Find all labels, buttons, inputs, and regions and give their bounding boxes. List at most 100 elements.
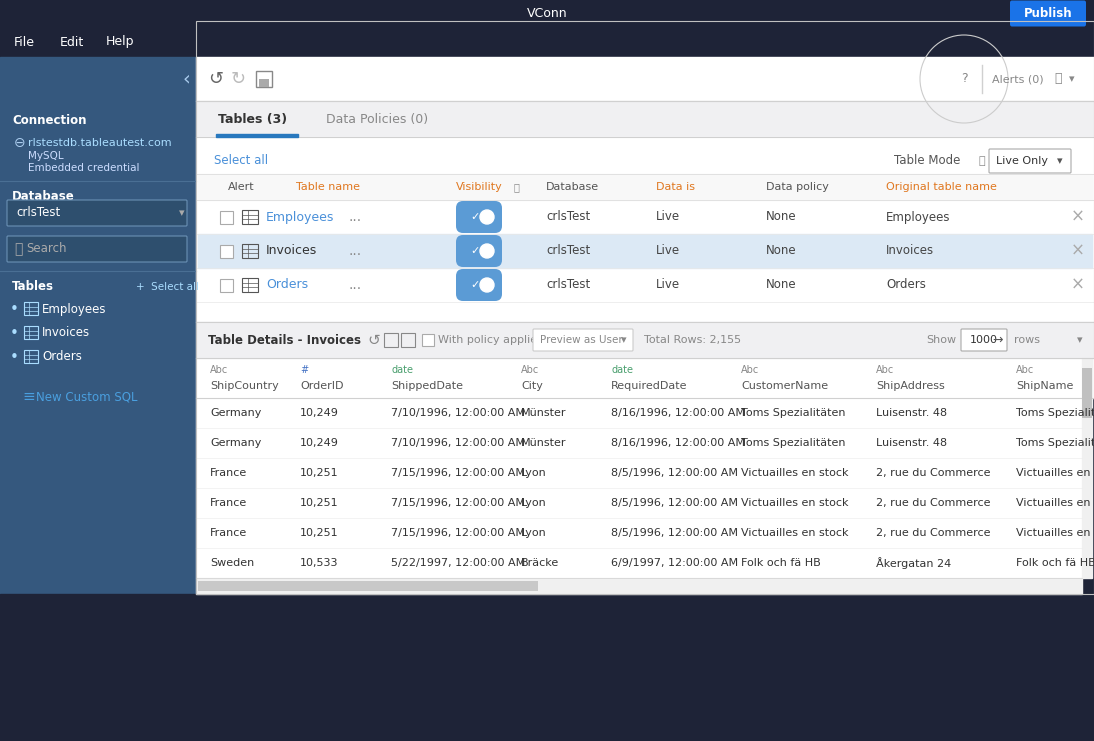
Text: 7/10/1996, 12:00:00 AM: 7/10/1996, 12:00:00 AM — [391, 438, 525, 448]
Text: Orders: Orders — [886, 279, 926, 291]
Bar — [216, 134, 298, 137]
Text: Abc: Abc — [741, 365, 759, 375]
Bar — [1082, 368, 1092, 418]
Text: 1000: 1000 — [970, 335, 998, 345]
Text: Victuailles en stock: Victuailles en stock — [741, 498, 849, 508]
Bar — [196, 458, 1082, 488]
Text: →: → — [992, 333, 1003, 347]
Text: Search: Search — [26, 242, 67, 256]
Bar — [0, 0, 1094, 27]
Text: rows: rows — [1014, 335, 1040, 345]
Text: 🔔: 🔔 — [1055, 73, 1062, 85]
Text: ShipName: ShipName — [1016, 381, 1073, 391]
Text: Germany: Germany — [210, 408, 261, 418]
FancyBboxPatch shape — [1010, 1, 1086, 27]
Text: ▾: ▾ — [1078, 335, 1083, 345]
Text: ×: × — [1071, 242, 1085, 260]
Text: 8/5/1996, 12:00:00 AM: 8/5/1996, 12:00:00 AM — [612, 498, 738, 508]
Text: Edit: Edit — [60, 36, 84, 48]
Text: 2, rue du Commerce: 2, rue du Commerce — [876, 468, 990, 478]
Bar — [198, 234, 1092, 268]
Circle shape — [480, 278, 494, 292]
Text: Live: Live — [656, 245, 680, 258]
Bar — [198, 581, 538, 591]
Bar — [196, 428, 1082, 458]
Text: Database: Database — [12, 190, 74, 204]
Bar — [384, 333, 398, 347]
Text: Abc: Abc — [521, 365, 539, 375]
Bar — [196, 594, 1094, 741]
Bar — [256, 71, 272, 87]
Text: Orders: Orders — [266, 279, 309, 291]
Text: #: # — [300, 365, 309, 375]
Text: Original table name: Original table name — [886, 182, 997, 192]
Text: ...: ... — [348, 278, 361, 292]
FancyBboxPatch shape — [961, 329, 1006, 351]
Text: ▾: ▾ — [1069, 74, 1074, 84]
Text: ▾: ▾ — [179, 208, 185, 218]
Text: RequiredDate: RequiredDate — [612, 381, 687, 391]
Text: ShipCountry: ShipCountry — [210, 381, 279, 391]
Bar — [220, 279, 233, 292]
Bar — [196, 578, 1082, 594]
Text: •: • — [10, 350, 19, 365]
Text: France: France — [210, 468, 247, 478]
Text: Toms Spezialitäten: Toms Spezialitäten — [741, 438, 846, 448]
Text: 7/15/1996, 12:00:00 AM: 7/15/1996, 12:00:00 AM — [391, 498, 525, 508]
Text: Publish: Publish — [1024, 7, 1072, 20]
Text: ⌕: ⌕ — [14, 242, 22, 256]
Bar — [196, 57, 1094, 101]
Text: Embedded credential: Embedded credential — [28, 163, 140, 173]
Text: Toms Spezialitäten: Toms Spezialitäten — [1016, 408, 1094, 418]
Text: New Custom SQL: New Custom SQL — [36, 391, 138, 404]
Text: None: None — [766, 210, 796, 224]
Text: Germany: Germany — [210, 438, 261, 448]
Text: 7/10/1996, 12:00:00 AM: 7/10/1996, 12:00:00 AM — [391, 408, 525, 418]
Text: Invoices: Invoices — [42, 327, 90, 339]
Text: 10,249: 10,249 — [300, 408, 339, 418]
Text: date: date — [391, 365, 414, 375]
Bar — [196, 101, 1094, 137]
Bar — [196, 137, 1094, 322]
Text: Alerts (0): Alerts (0) — [992, 74, 1044, 84]
Text: Live Only: Live Only — [996, 156, 1048, 166]
Text: ✓: ✓ — [470, 246, 479, 256]
Text: ⓘ: ⓘ — [513, 182, 519, 192]
Text: Lyon: Lyon — [521, 468, 547, 478]
Text: 10,251: 10,251 — [300, 468, 339, 478]
Text: date: date — [612, 365, 633, 375]
Text: Alert: Alert — [228, 182, 255, 192]
Text: Sweden: Sweden — [210, 558, 254, 568]
Text: 2, rue du Commerce: 2, rue du Commerce — [876, 498, 990, 508]
Bar — [24, 302, 38, 315]
Text: Data is: Data is — [656, 182, 695, 192]
Bar — [24, 350, 38, 363]
Text: •: • — [10, 302, 19, 316]
Bar — [0, 27, 1094, 57]
Text: Toms Spezialitäten: Toms Spezialitäten — [1016, 438, 1094, 448]
Text: ⓘ: ⓘ — [979, 156, 986, 166]
Bar — [0, 57, 196, 741]
Text: Select all: Select all — [214, 155, 268, 167]
Circle shape — [480, 244, 494, 258]
Text: 10,533: 10,533 — [300, 558, 338, 568]
Text: Database: Database — [546, 182, 600, 192]
Text: Tables (3): Tables (3) — [218, 113, 287, 125]
Text: ≡: ≡ — [22, 390, 35, 405]
Text: 10,251: 10,251 — [300, 528, 339, 538]
Text: ↺: ↺ — [368, 333, 381, 348]
Text: crlsTest: crlsTest — [16, 207, 60, 219]
Text: ↻: ↻ — [231, 70, 245, 88]
Text: 5/22/1997, 12:00:00 AM: 5/22/1997, 12:00:00 AM — [391, 558, 525, 568]
Text: Lyon: Lyon — [521, 528, 547, 538]
Text: 8/5/1996, 12:00:00 AM: 8/5/1996, 12:00:00 AM — [612, 528, 738, 538]
Text: Data policy: Data policy — [766, 182, 829, 192]
Text: France: France — [210, 528, 247, 538]
Text: 7/15/1996, 12:00:00 AM: 7/15/1996, 12:00:00 AM — [391, 468, 525, 478]
Text: Åkergatan 24: Åkergatan 24 — [876, 557, 952, 569]
Text: Victuailles en stock: Victuailles en stock — [1016, 468, 1094, 478]
Text: Abc: Abc — [1016, 365, 1034, 375]
Bar — [196, 488, 1082, 518]
Bar — [242, 210, 258, 224]
Bar — [259, 79, 269, 87]
